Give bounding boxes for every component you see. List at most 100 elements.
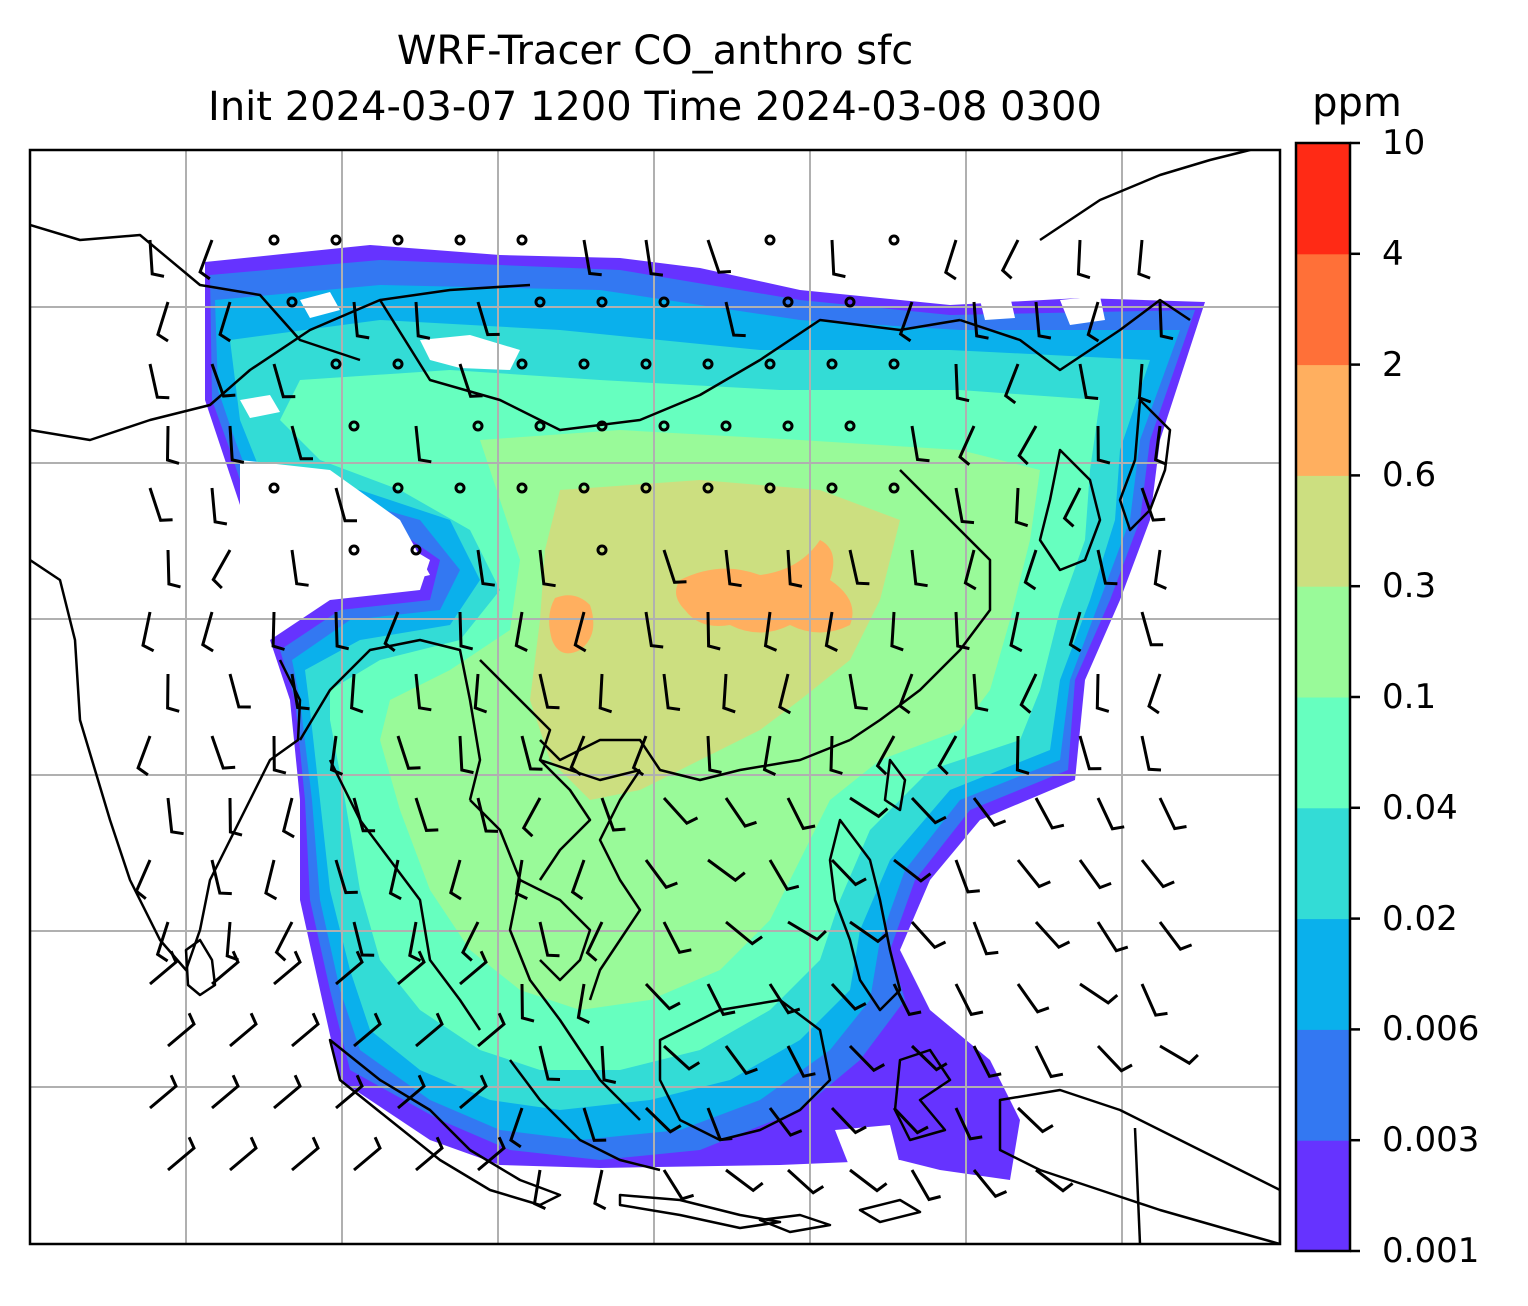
map-title: WRF-Tracer CO_anthro sfc: [396, 28, 914, 74]
calm-wind-circle: [596, 420, 608, 432]
wind-barb: [1023, 549, 1038, 591]
wind-barb: [972, 1169, 1008, 1199]
wind-barb: [521, 797, 542, 838]
wind-barb: [228, 673, 251, 709]
wind-barb: [459, 1074, 488, 1110]
calm-wind-circle: [392, 234, 404, 246]
wind-barb: [281, 797, 295, 839]
wind-barb: [954, 611, 970, 651]
wind-barb: [461, 921, 480, 962]
wind-barb: [944, 239, 958, 281]
wind-barb: [786, 1168, 825, 1195]
colorbar-frame: [1294, 141, 1352, 1253]
wind-barb: [768, 859, 800, 892]
wind-barb: [1086, 301, 1100, 343]
calm-wind-circle: [578, 482, 590, 494]
wind-barb: [134, 859, 152, 900]
wind-barb: [724, 549, 742, 588]
calm-wind-circle: [702, 482, 714, 494]
new-guinea-coastline: [998, 1088, 1280, 1244]
colorbar: [1296, 141, 1360, 1253]
wind-barb: [1137, 363, 1152, 404]
wind-barb: [972, 301, 989, 340]
colorbar-tick-label: 0.3: [1382, 566, 1437, 607]
sichuan-yunnan-border: [479, 659, 641, 782]
wind-barb: [476, 797, 499, 833]
wind-barb: [706, 239, 731, 274]
colorbar-tick-label: 0.6: [1382, 455, 1437, 496]
wind-barb: [1158, 921, 1193, 952]
myanmar-border: [298, 638, 482, 801]
wind-barb: [458, 611, 474, 651]
wind-barb: [600, 797, 626, 832]
map-frame: [28, 148, 1282, 1246]
wind-barb: [1078, 859, 1112, 890]
wind-barb: [1034, 1045, 1064, 1079]
calm-wind-circle: [782, 296, 794, 308]
wind-barb: [273, 950, 302, 986]
calm-wind-circle: [578, 358, 590, 370]
calm-wind-circle: [702, 358, 714, 370]
wind-barb: [335, 950, 364, 986]
calm-wind-circle: [516, 482, 528, 494]
java-coastline: [618, 1193, 782, 1230]
wind-barb: [449, 859, 462, 901]
wind-barb: [1068, 611, 1082, 653]
wind-barb: [291, 1136, 320, 1172]
png-border: [1133, 1127, 1142, 1244]
colorbar-tick-label: 0.02: [1382, 898, 1458, 939]
thailand-border: [469, 799, 641, 1121]
calm-wind-circle: [454, 482, 466, 494]
wind-barb: [1078, 735, 1102, 771]
calm-wind-circle: [596, 296, 608, 308]
wind-barb: [167, 1136, 196, 1172]
wind-barb: [762, 735, 777, 776]
wind-barb: [972, 673, 989, 712]
wind-barb: [477, 1012, 506, 1048]
wind-barb: [397, 1074, 426, 1110]
wind-barb: [724, 797, 757, 828]
wind-barb: [1079, 982, 1119, 1005]
wind-barb: [353, 1136, 382, 1172]
wind-barb: [849, 1168, 888, 1193]
wind-barb: [585, 921, 604, 962]
vietnam-coast: [588, 769, 642, 1001]
colorbar-tick-label: 2: [1382, 344, 1404, 385]
central-asia-border: [30, 223, 361, 362]
wind-barb: [514, 611, 528, 652]
wind-barb: [228, 797, 243, 837]
calm-wind-circle: [844, 296, 856, 308]
wind-barb: [1147, 673, 1162, 715]
japan-coastline: [1118, 398, 1172, 532]
calm-wind-circle: [268, 234, 280, 246]
wind-barb: [830, 982, 867, 1011]
wind-barb: [271, 611, 285, 651]
wind-barb: [972, 797, 1007, 828]
calm-wind-circle: [888, 482, 900, 494]
wind-barb: [830, 858, 867, 887]
wind-barb: [476, 301, 500, 337]
wind-barb: [1014, 487, 1029, 528]
philippines-coastline: [828, 818, 902, 1012]
laos-border: [538, 759, 592, 881]
wind-barb: [229, 1012, 258, 1048]
wind-barb: [538, 673, 560, 710]
wind-barb: [1000, 239, 1020, 280]
colorbar-tick-label: 4: [1382, 233, 1404, 274]
wind-barb: [1096, 549, 1118, 586]
wind-barb: [910, 796, 947, 825]
wind-barb: [290, 425, 313, 461]
wind-barb: [631, 735, 648, 777]
wind-barb: [849, 920, 889, 944]
wind-barb: [662, 549, 687, 584]
wind-barb: [520, 735, 543, 771]
calm-wind-circle: [764, 234, 776, 246]
wind-barb: [954, 363, 970, 403]
wind-barb: [1096, 797, 1125, 831]
calm-wind-circle: [392, 358, 404, 370]
wind-barb: [910, 425, 930, 463]
malay-peninsula: [509, 1059, 661, 1172]
calm-wind-circle: [454, 234, 466, 246]
wind-barb: [1034, 920, 1071, 950]
wind-barb: [890, 611, 904, 652]
